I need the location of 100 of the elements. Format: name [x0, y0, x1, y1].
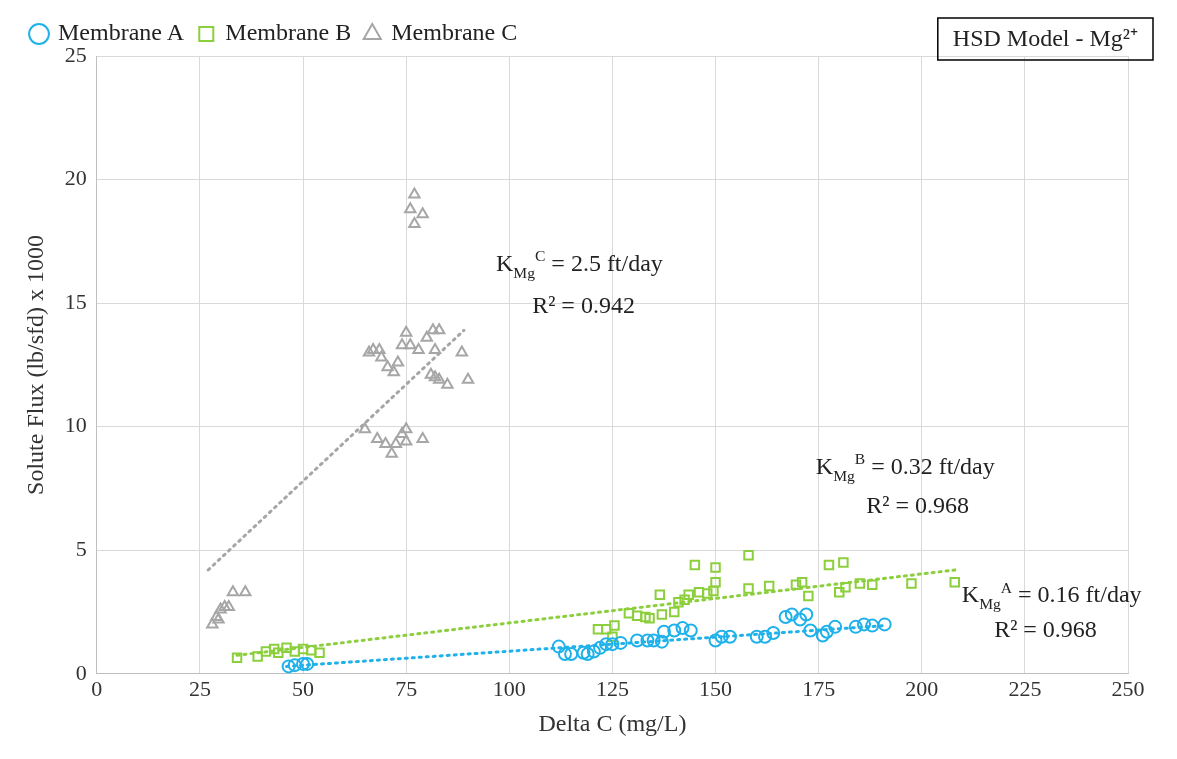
point: [424, 367, 438, 379]
point: [656, 609, 668, 620]
point: [599, 637, 614, 652]
point: [848, 619, 863, 634]
point: [865, 618, 880, 633]
point: [758, 629, 773, 644]
point: [702, 588, 713, 599]
point: [743, 583, 754, 594]
point: [790, 579, 802, 591]
x-tick-label: 125: [595, 675, 629, 701]
y-tick-label: 0: [75, 659, 87, 685]
point: [693, 587, 705, 598]
point: [644, 612, 655, 624]
x-tick-label: 50: [292, 675, 315, 701]
point: [375, 350, 388, 362]
chart-title: HSD Model - Mg²⁺: [952, 25, 1138, 52]
point: [416, 432, 429, 444]
point: [656, 624, 671, 639]
point: [395, 427, 409, 439]
y-tick-label: 10: [64, 412, 87, 438]
point: [854, 578, 866, 589]
point: [834, 587, 845, 598]
point: [609, 620, 620, 631]
point: [408, 217, 421, 229]
point: [689, 559, 701, 571]
x-tick-label: 100: [492, 675, 526, 701]
point: [623, 608, 635, 619]
point: [226, 585, 240, 597]
point: [710, 577, 721, 588]
point: [749, 629, 764, 644]
point: [273, 647, 284, 659]
point: [640, 611, 651, 623]
y-tick-label: 20: [64, 165, 87, 191]
point: [371, 432, 384, 444]
point: [819, 624, 834, 639]
point: [428, 370, 442, 382]
point: [399, 434, 413, 446]
point: [387, 365, 400, 377]
point: [867, 579, 878, 591]
point: [408, 187, 421, 199]
point: [399, 422, 413, 434]
point: [654, 589, 666, 600]
annotation: R² = 0.968: [866, 492, 970, 519]
point: [218, 600, 231, 612]
point: [586, 644, 601, 659]
point: [823, 559, 835, 571]
point: [551, 639, 566, 654]
point: [214, 602, 227, 614]
point: [710, 562, 721, 573]
point: [630, 633, 645, 648]
y-tick-label: 15: [64, 288, 87, 314]
point: [722, 629, 737, 644]
point: [949, 577, 960, 588]
point: [389, 436, 403, 448]
x-tick-label: 25: [188, 675, 211, 701]
point: [428, 343, 442, 355]
point: [877, 617, 892, 632]
point: [281, 659, 296, 674]
point: [441, 377, 454, 389]
point: [683, 589, 694, 600]
point: [426, 323, 440, 335]
point: [412, 343, 425, 355]
point: [799, 607, 814, 622]
point: [803, 623, 818, 638]
x-tick-label: 175: [802, 675, 836, 701]
x-tick-label: 225: [1008, 675, 1042, 701]
point: [416, 207, 429, 219]
point: [778, 609, 793, 624]
point: [766, 626, 781, 641]
point: [252, 651, 263, 662]
point: [828, 619, 843, 634]
y-axis-title: Solute Flux (lb/sfd) x 1000: [21, 234, 48, 495]
point: [564, 647, 579, 662]
x-tick-label: 150: [699, 675, 733, 701]
point: [743, 549, 754, 561]
point: [793, 612, 808, 627]
point: [763, 580, 775, 592]
point: [289, 646, 301, 657]
point: [815, 628, 830, 643]
legend-label: Membrane B: [225, 19, 352, 46]
point: [640, 633, 655, 648]
point: [206, 617, 219, 629]
point: [683, 623, 698, 638]
point: [362, 345, 376, 357]
point: [239, 585, 252, 597]
point: [906, 578, 917, 589]
point: [679, 594, 690, 605]
point: [631, 610, 643, 621]
point: [673, 596, 684, 608]
point: [395, 338, 409, 350]
point: [287, 658, 302, 673]
point: [613, 635, 628, 650]
x-axis-title: Delta C (mg/L): [538, 709, 687, 736]
point: [300, 656, 315, 671]
point: [281, 642, 292, 654]
point: [432, 372, 446, 384]
point: [593, 640, 608, 655]
point: [432, 323, 446, 335]
point: [297, 643, 309, 655]
point: [381, 360, 394, 372]
